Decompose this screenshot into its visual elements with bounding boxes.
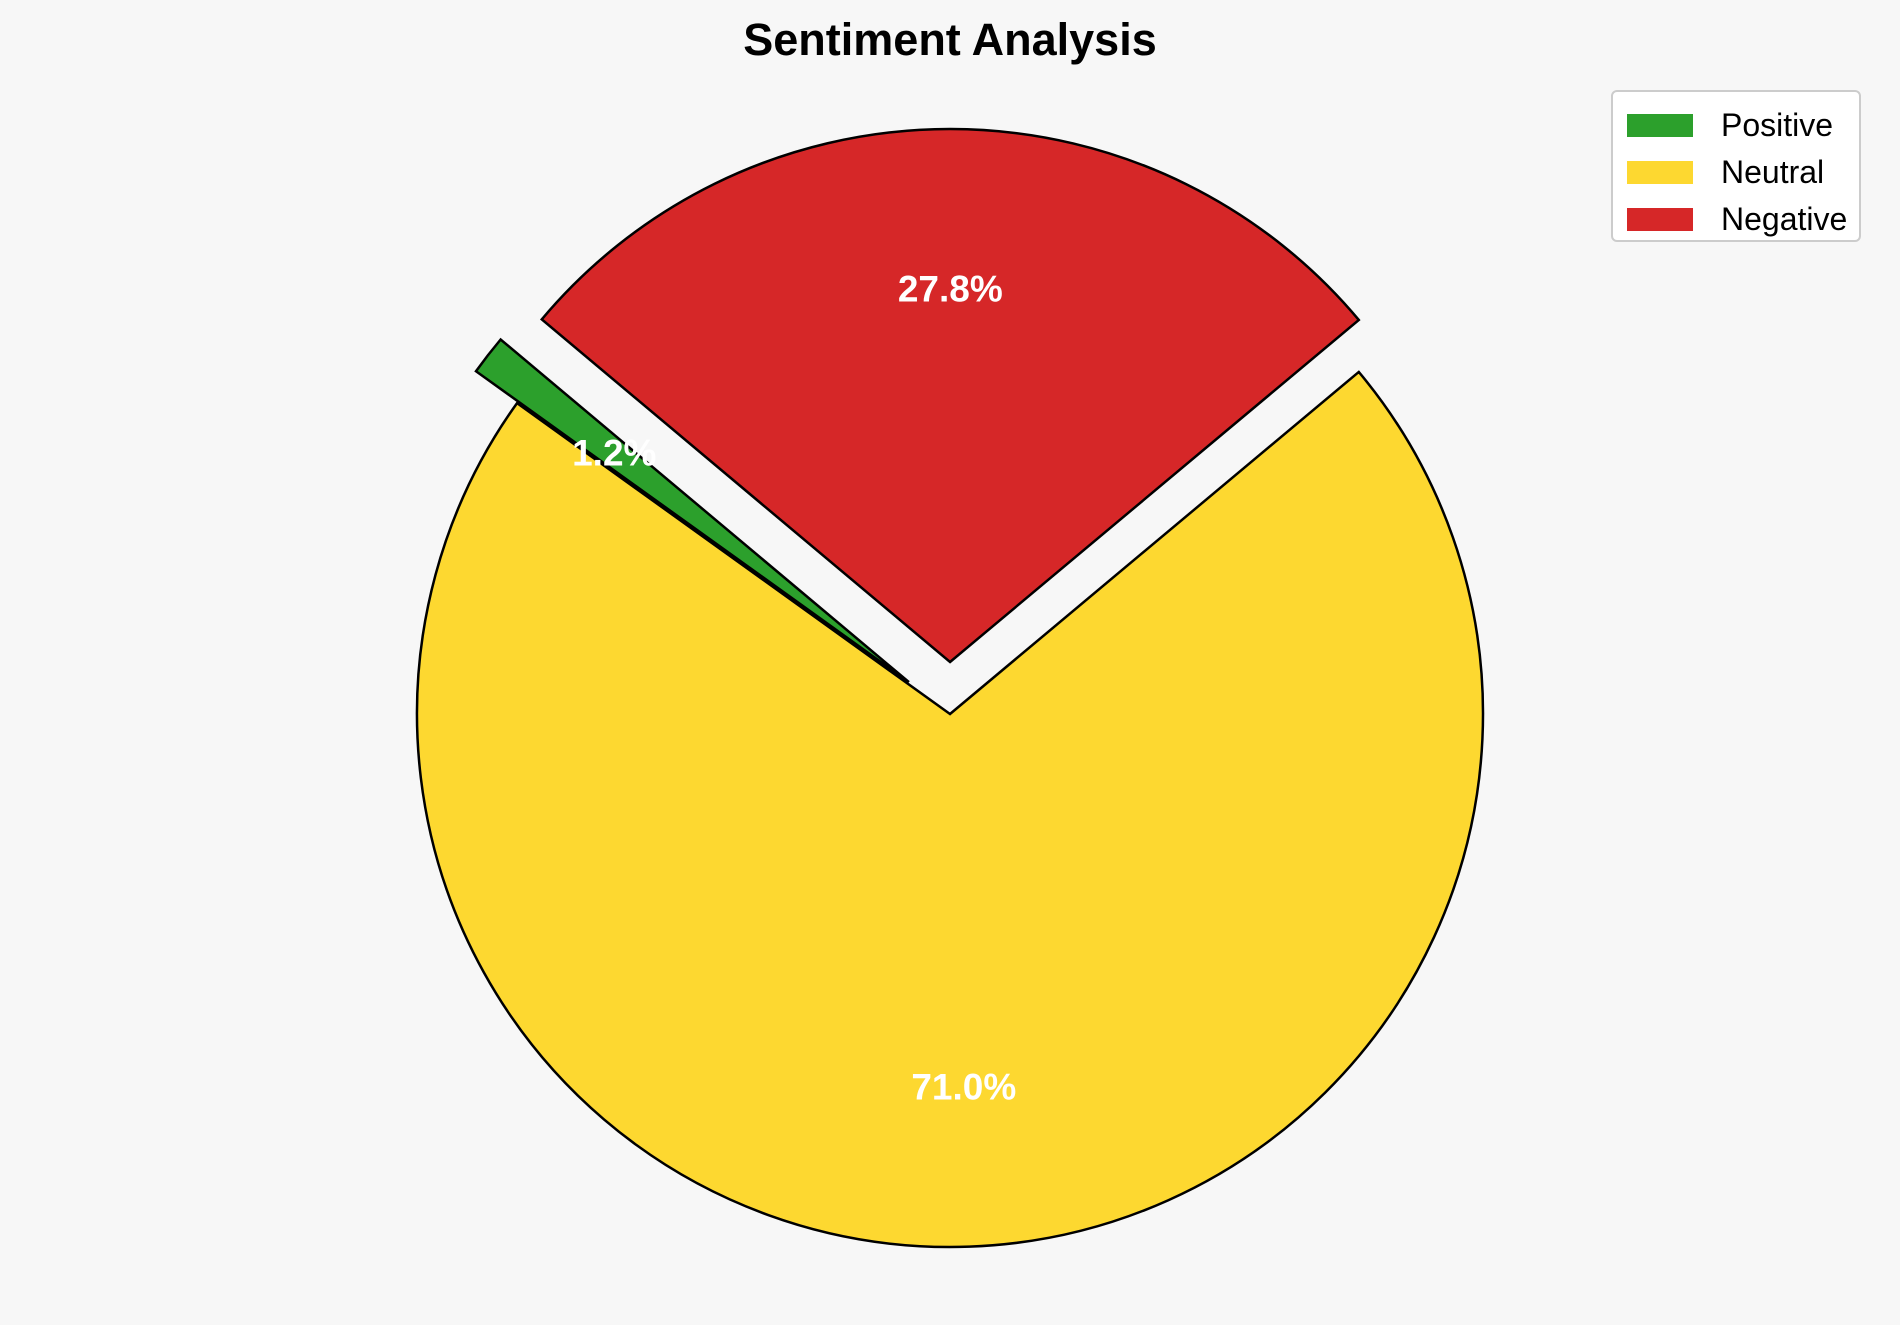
legend-item-positive: Positive: [1627, 102, 1859, 149]
pie-label-positive: 1.2%: [572, 433, 656, 474]
legend-label-negative: Negative: [1721, 201, 1848, 237]
pie-slice-labels: 1.2% 71.0% 27.8%: [572, 268, 1016, 1107]
legend-swatch-neutral: [1627, 161, 1693, 184]
pie-label-negative: 27.8%: [898, 268, 1003, 309]
legend-label-positive: Positive: [1721, 107, 1834, 143]
legend: Positive Neutral Negative: [1611, 90, 1861, 242]
legend-item-neutral: Neutral: [1627, 149, 1859, 196]
pie-slice-positive: [474, 337, 910, 684]
legend-swatch-negative: [1627, 208, 1693, 231]
chart-title: Sentiment Analysis: [743, 14, 1156, 65]
pie-slice-neutral: [415, 370, 1485, 1249]
pie-slice-negative: [539, 127, 1361, 664]
legend-label-neutral: Neutral: [1721, 154, 1825, 190]
pie-slices: [415, 127, 1485, 1249]
pie-label-neutral: 71.0%: [911, 1066, 1016, 1107]
legend-swatch-positive: [1627, 114, 1693, 137]
legend-item-negative: Negative: [1627, 196, 1859, 243]
